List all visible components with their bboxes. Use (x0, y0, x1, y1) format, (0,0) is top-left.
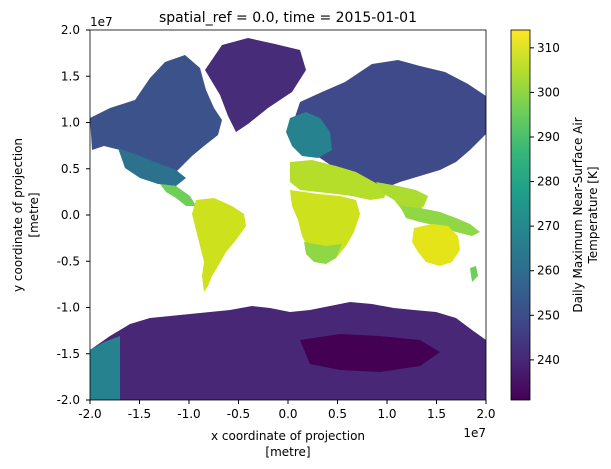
y-tick-label: -0.5 (57, 254, 80, 268)
x-tick-label: 2.0 (476, 407, 495, 421)
europe-west (286, 112, 332, 158)
y-axis: 2.0 1.5 1.0 0.5 0.0 -0.5 -1.0 -1.5 -2.0 (57, 23, 90, 407)
colorbar-tick-label: 250 (537, 308, 560, 322)
x-tick-label: -2.0 (78, 407, 101, 421)
y-tick-label: -1.5 (57, 347, 80, 361)
x-tick-label: -1.0 (177, 407, 200, 421)
antarctica-edge (90, 336, 120, 400)
x-tick-label: 1.0 (377, 407, 396, 421)
x-axis-offset: 1e7 (463, 426, 486, 440)
y-axis-offset: 1e7 (90, 15, 113, 29)
chart-title: spatial_ref = 0.0, time = 2015-01-01 (159, 10, 417, 26)
colorbar-tick-label: 240 (537, 353, 560, 367)
y-tick-label: 1.5 (61, 69, 80, 83)
south-america (192, 198, 246, 292)
y-tick-label: 2.0 (61, 23, 80, 37)
greenland (205, 38, 306, 132)
colorbar-tick-label: 300 (537, 85, 560, 99)
north-africa-middle-east (290, 160, 388, 200)
southeast-asia (400, 206, 480, 236)
central-america (160, 184, 196, 206)
eurasia (292, 60, 486, 188)
y-tick-label: 0.0 (61, 208, 80, 222)
x-axis-label-line1: x coordinate of projection (211, 429, 365, 443)
new-zealand (470, 266, 478, 282)
south-asia (376, 182, 428, 214)
x-tick-label: -0.5 (227, 407, 250, 421)
y-axis-label-line1: y coordinate of projection (11, 138, 25, 292)
y-axis-label-line2: [metre] (27, 192, 41, 237)
y-tick-label: 0.5 (61, 162, 80, 176)
plot-area (90, 30, 486, 400)
colorbar-ticks: 240 250 260 270 280 290 300 310 (530, 41, 560, 367)
x-tick-label: 1.5 (427, 407, 446, 421)
y-tick-label: -2.0 (57, 393, 80, 407)
x-tick-label: 0.0 (278, 407, 297, 421)
colorbar-tick-label: 270 (537, 219, 560, 233)
colorbar-label-line1: Daily Maximum Near-Surface Air (571, 117, 585, 312)
australia (412, 224, 460, 266)
south-africa (304, 242, 342, 264)
colorbar-label-line2: Temperature [K] (586, 166, 600, 264)
colorbar-tick-label: 310 (537, 41, 560, 55)
x-tick-label: -1.5 (128, 407, 151, 421)
antarctica-interior (300, 334, 440, 372)
x-tick-label: 0.5 (328, 407, 347, 421)
colorbar-tick-label: 260 (537, 264, 560, 278)
y-tick-label: 1.0 (61, 116, 80, 130)
colorbar-tick-label: 290 (537, 130, 560, 144)
x-axis: -2.0 -1.5 -1.0 -0.5 0.0 0.5 1.0 1.5 2.0 (78, 400, 496, 421)
north-america-south (118, 148, 186, 186)
colorbar (510, 29, 531, 401)
antarctica (90, 302, 486, 400)
x-axis-label-line2: [metre] (265, 445, 310, 459)
y-tick-label: -1.0 (57, 301, 80, 315)
colorbar-tick-label: 280 (537, 175, 560, 189)
